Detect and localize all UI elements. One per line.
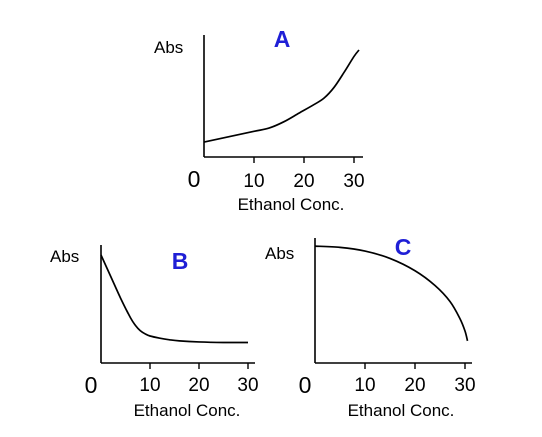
chart-panel-a: A Abs 10 20 30 0 Ethanol Conc.: [154, 26, 365, 214]
chart-panel-b: B Abs 10 20 30 0 Ethanol Conc.: [50, 245, 259, 420]
x-tick-label-20-a: 20: [293, 171, 314, 192]
series-line-a: [203, 49, 360, 143]
origin-label-c: 0: [299, 372, 312, 398]
y-axis-label-b: Abs: [50, 247, 79, 266]
x-ticks-b: 10 20 30: [139, 363, 259, 396]
x-tick-label-30-a: 30: [343, 171, 364, 192]
x-tick-label-30-c: 30: [454, 375, 475, 396]
x-ticks-a: 10 20 30: [243, 157, 365, 192]
panel-title-a: A: [274, 26, 291, 52]
x-tick-label-10-b: 10: [139, 375, 160, 396]
series-line-b: [100, 254, 249, 344]
x-axis-label-b: Ethanol Conc.: [134, 401, 241, 420]
panel-title-c: C: [395, 234, 412, 260]
origin-label-b: 0: [85, 372, 98, 398]
x-axis-label-c: Ethanol Conc.: [348, 401, 455, 420]
series-line-c: [314, 245, 469, 342]
x-ticks-c: 10 20 30: [354, 363, 476, 396]
chart-panel-c: C Abs 10 20 30 0 Ethanol Conc.: [265, 234, 476, 420]
y-axis-label-c: Abs: [265, 244, 294, 263]
x-tick-label-20-b: 20: [188, 375, 209, 396]
x-tick-label-30-b: 30: [237, 375, 258, 396]
x-tick-label-20-c: 20: [404, 375, 425, 396]
origin-label-a: 0: [188, 166, 201, 192]
y-axis-label-a: Abs: [154, 38, 183, 57]
x-tick-label-10-a: 10: [243, 171, 264, 192]
panel-title-b: B: [172, 248, 189, 274]
x-axis-label-a: Ethanol Conc.: [238, 195, 345, 214]
x-tick-label-10-c: 10: [354, 375, 375, 396]
